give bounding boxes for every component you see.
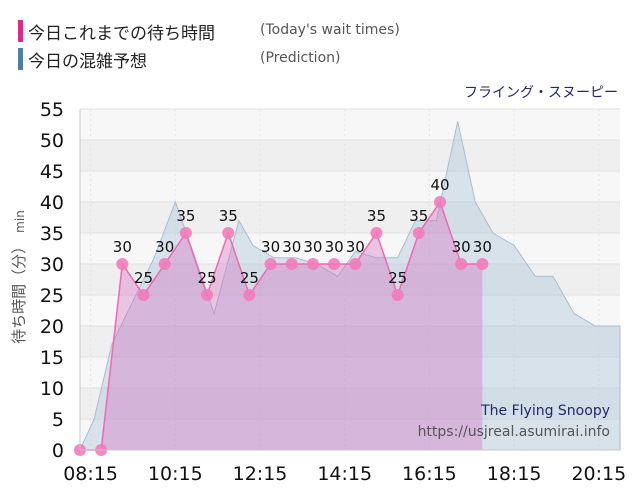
today-data-label: 25: [388, 269, 407, 287]
prediction-series: [79, 121, 621, 451]
today-data-label: 30: [325, 238, 344, 256]
y-axis-label: 待ち時間（分） min: [10, 210, 28, 344]
today-point: [349, 258, 362, 270]
today-point: [370, 227, 383, 239]
y-tick-label: 50: [40, 130, 64, 152]
legend-prediction-label: 今日の混雑予想: [28, 52, 147, 72]
today-point: [158, 258, 171, 270]
today-point: [201, 289, 214, 301]
y-tick-label: 15: [40, 347, 64, 369]
legend-today: 今日これまでの待ち時間 (Today's wait times): [18, 18, 618, 46]
attraction-name: フライング・スヌーピー: [464, 85, 618, 101]
grid-band: [80, 388, 620, 419]
grid-band: [80, 326, 620, 357]
y-tick-label: 10: [40, 378, 64, 400]
legend: 今日これまでの待ち時間 (Today's wait times) 今日の混雑予想…: [18, 18, 618, 74]
today-data-label: 25: [198, 269, 217, 287]
today-data-label: 25: [134, 269, 153, 287]
y-tick-label: 5: [52, 409, 64, 431]
today-data-label: 35: [176, 207, 195, 225]
legend-prediction-sub: (Prediction): [260, 50, 341, 66]
grid: [80, 108, 620, 451]
today-point: [222, 227, 235, 239]
y-tick-label: 35: [40, 223, 64, 245]
y-tick-label: 30: [40, 254, 64, 276]
today-data-label: 30: [282, 238, 301, 256]
today-point: [455, 258, 468, 270]
today-point: [412, 227, 425, 239]
today-point: [179, 227, 192, 239]
today-area: [80, 202, 483, 450]
today-data-label: 30: [303, 238, 322, 256]
today-point: [476, 258, 489, 270]
x-tick-label: 18:15: [487, 463, 542, 485]
today-data-label: 30: [113, 238, 132, 256]
prediction-area: [79, 121, 621, 451]
legend-today-swatch: [18, 20, 23, 42]
legend-today-label: 今日これまでの待ち時間: [28, 24, 215, 44]
credit-url: https://usjreal.asumirai.info: [418, 424, 610, 440]
today-point: [285, 258, 298, 270]
legend-prediction: 今日の混雑予想 (Prediction): [18, 46, 618, 74]
y-axis-unit: min: [13, 210, 27, 233]
today-data-label: 30: [452, 238, 471, 256]
today-data-label: 35: [367, 207, 386, 225]
y-tick-label: 40: [40, 192, 64, 214]
x-tick-label: 10:15: [148, 463, 203, 485]
y-tick-label: 0: [52, 440, 64, 462]
today-data-label: 35: [409, 207, 428, 225]
today-point: [243, 289, 256, 301]
y-tick-label: 55: [40, 99, 64, 121]
today-data-label: 35: [219, 207, 238, 225]
x-tick-label: 16:15: [402, 463, 457, 485]
y-axis-label-text: 待ち時間（分）: [10, 239, 28, 344]
today-point: [391, 289, 404, 301]
today-data-label: 30: [346, 238, 365, 256]
x-tick-label: 08:15: [63, 463, 118, 485]
x-tick-label: 20:15: [571, 463, 626, 485]
today-data-label: 25: [240, 269, 259, 287]
today-point: [116, 258, 129, 270]
grid-band: [80, 202, 620, 233]
y-tick-label: 20: [40, 316, 64, 338]
today-data-label: 40: [430, 176, 449, 194]
today-point: [137, 289, 150, 301]
grid-band: [80, 140, 620, 171]
x-tick-label: 14:15: [317, 463, 372, 485]
y-tick-label: 25: [40, 285, 64, 307]
legend-prediction-swatch: [18, 48, 23, 70]
today-line: [80, 200, 483, 451]
credit-title: The Flying Snoopy: [480, 403, 610, 419]
today-data-label: 30: [261, 238, 280, 256]
today-data-label: 30: [473, 238, 492, 256]
today-point: [306, 258, 319, 270]
y-tick-label: 45: [40, 161, 64, 183]
today-data-label: 30: [155, 238, 174, 256]
today-point: [264, 258, 277, 270]
legend-today-sub: (Today's wait times): [260, 22, 400, 38]
x-tick-label: 12:15: [233, 463, 288, 485]
today-point: [434, 196, 446, 208]
today-point: [328, 258, 341, 270]
